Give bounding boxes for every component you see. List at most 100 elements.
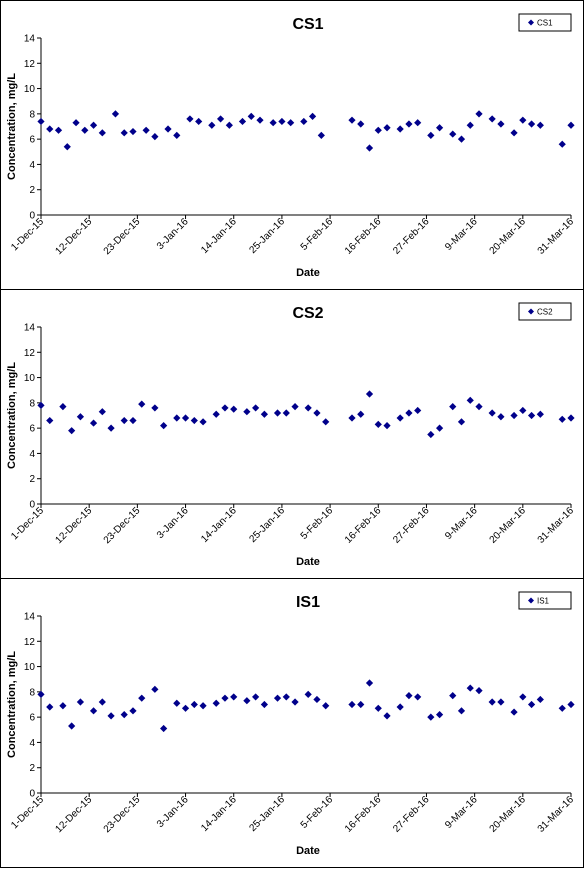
y-tick-label: 0 [29, 500, 35, 511]
y-tick-label: 8 [29, 109, 35, 120]
data-point [59, 403, 67, 411]
x-tick-label: 27-Feb-16 [391, 505, 432, 546]
data-point [536, 121, 544, 129]
data-point [37, 117, 45, 126]
data-point [396, 414, 404, 422]
data-point [247, 112, 255, 120]
data-point [181, 414, 190, 422]
data-point [230, 405, 238, 413]
data-point [199, 702, 207, 710]
x-tick-label: 9-Mar-16 [443, 505, 480, 542]
data-point [414, 693, 422, 701]
data-point [278, 117, 286, 126]
y-tick-label: 6 [29, 135, 35, 146]
data-point [111, 110, 120, 118]
data-point [186, 115, 194, 123]
y-tick-label: 12 [24, 59, 36, 70]
legend: CS2 [518, 302, 572, 321]
x-tick-label: 3-Jan-16 [155, 794, 191, 830]
data-point [536, 695, 544, 704]
x-tick-label: 20-Mar-16 [488, 794, 529, 835]
x-tick-label: 31-Mar-16 [536, 216, 577, 257]
x-tick-label: 20-Mar-16 [488, 505, 529, 546]
legend-box [518, 591, 572, 610]
data-point [291, 403, 299, 411]
data-point [291, 698, 299, 706]
data-point [142, 126, 150, 134]
y-axis-label: Concentration, mg/L [6, 362, 18, 469]
data-point [221, 404, 229, 412]
data-point [212, 699, 220, 707]
data-point [282, 409, 290, 417]
x-tick-label: 25-Jan-16 [247, 505, 287, 545]
data-point [383, 124, 391, 132]
data-point [273, 694, 282, 702]
data-point [536, 410, 544, 418]
data-point [357, 120, 365, 128]
y-tick-label: 0 [29, 211, 35, 222]
chart-panel-0: CS1 0 2 4 6 8 10 12 14 1-Dec-15 12-Dec-15 23-Dec-15… [0, 0, 584, 290]
x-tick-label: 14-Jan-16 [199, 794, 239, 834]
data-point [348, 116, 356, 124]
data-point [427, 430, 435, 439]
data-point [383, 422, 391, 430]
data-point [365, 390, 374, 398]
data-point [46, 416, 54, 425]
data-point [138, 400, 146, 408]
data-point [164, 125, 172, 133]
y-tick-label: 8 [29, 398, 35, 409]
data-point [46, 703, 54, 711]
data-point [488, 409, 496, 417]
x-tick-label: 3-Jan-16 [155, 216, 191, 252]
x-tick-label: 16-Feb-16 [343, 794, 384, 835]
data-point [107, 712, 115, 720]
data-point [216, 115, 225, 123]
y-axis-label: Concentration, mg/L [6, 651, 18, 758]
data-point [68, 722, 76, 730]
data-point [304, 404, 312, 412]
data-point [273, 409, 282, 417]
data-point [138, 694, 146, 702]
y-tick-label: 14 [24, 612, 36, 623]
data-point [396, 125, 404, 133]
chart-panel-1: CS2 0 2 4 6 8 10 12 14 1-Dec-15 12-Dec-15 23-Dec-15… [0, 289, 584, 579]
data-point [427, 713, 435, 721]
x-tick-label: 12-Dec-15 [54, 505, 95, 546]
data-point [449, 130, 457, 138]
data-point [190, 416, 198, 425]
data-point [120, 711, 128, 719]
data-point [405, 692, 413, 700]
data-point [527, 411, 536, 420]
legend-marker [528, 597, 534, 604]
data-point [120, 416, 128, 425]
data-point [208, 121, 216, 129]
data-point [449, 403, 457, 411]
data-point [475, 110, 483, 118]
data-point [46, 125, 54, 133]
data-point [405, 409, 413, 417]
data-point [348, 414, 356, 422]
data-point [457, 135, 466, 143]
data-point [427, 131, 435, 139]
y-tick-label: 4 [29, 160, 35, 171]
data-point [173, 414, 181, 422]
data-point [317, 131, 325, 139]
data-point [72, 119, 80, 127]
x-tick-label: 20-Mar-16 [488, 216, 529, 257]
data-point [221, 694, 229, 702]
data-point [322, 702, 330, 710]
data-point [414, 119, 422, 127]
data-point [225, 121, 233, 129]
x-tick-label: 16-Feb-16 [343, 216, 384, 257]
data-point [260, 410, 268, 418]
data-point [519, 116, 527, 124]
data-point [348, 700, 356, 709]
data-point [300, 117, 308, 126]
data-point [510, 708, 518, 716]
data-point [181, 704, 190, 712]
x-tick-label: 14-Jan-16 [199, 216, 239, 256]
x-tick-label: 25-Jan-16 [247, 794, 287, 834]
data-point [129, 127, 137, 136]
x-tick-label: 23-Dec-15 [102, 216, 143, 257]
